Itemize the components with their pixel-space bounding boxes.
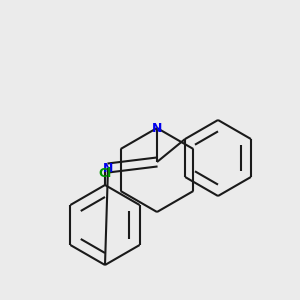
Text: N: N — [103, 161, 113, 175]
Text: Cl: Cl — [98, 167, 112, 180]
Text: N: N — [152, 122, 162, 134]
